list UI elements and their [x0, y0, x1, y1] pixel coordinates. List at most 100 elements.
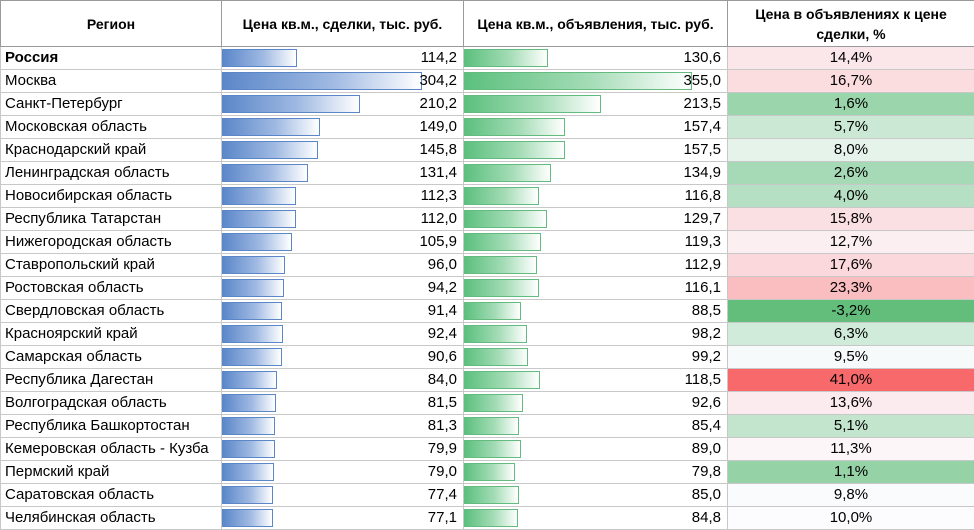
cell-ratio[interactable]: 41,0% — [728, 369, 974, 392]
ads-data-bar — [464, 348, 528, 366]
cell-region[interactable]: Республика Башкортостан — [1, 415, 222, 438]
cell-ratio[interactable]: 17,6% — [728, 254, 974, 277]
cell-deal-price[interactable]: 96,0 — [222, 254, 464, 277]
cell-region[interactable]: Ростовская область — [1, 277, 222, 300]
ads-data-bar — [464, 463, 515, 481]
cell-region[interactable]: Волгоградская область — [1, 392, 222, 415]
cell-region[interactable]: Самарская область — [1, 346, 222, 369]
cell-ratio[interactable]: 6,3% — [728, 323, 974, 346]
cell-ratio[interactable]: 8,0% — [728, 139, 974, 162]
cell-deal-price[interactable]: 81,3 — [222, 415, 464, 438]
deal-data-bar — [222, 118, 320, 136]
cell-ratio[interactable]: 16,7% — [728, 70, 974, 93]
cell-region[interactable]: Саратовская область — [1, 484, 222, 507]
cell-deal-price[interactable]: 90,6 — [222, 346, 464, 369]
cell-ads-price[interactable]: 129,7 — [464, 208, 728, 231]
cell-ratio[interactable]: 10,0% — [728, 507, 974, 530]
cell-ads-price[interactable]: 134,9 — [464, 162, 728, 185]
cell-region[interactable]: Красноярский край — [1, 323, 222, 346]
cell-ads-price[interactable]: 213,5 — [464, 93, 728, 116]
cell-deal-price[interactable]: 84,0 — [222, 369, 464, 392]
cell-ads-price[interactable]: 118,5 — [464, 369, 728, 392]
cell-ads-price[interactable]: 157,4 — [464, 116, 728, 139]
cell-ads-price[interactable]: 92,6 — [464, 392, 728, 415]
cell-region[interactable]: Кемеровская область - Кузба — [1, 438, 222, 461]
cell-ratio[interactable]: 2,6% — [728, 162, 974, 185]
cell-ratio[interactable]: 13,6% — [728, 392, 974, 415]
cell-ads-price[interactable]: 157,5 — [464, 139, 728, 162]
cell-ads-price[interactable]: 112,9 — [464, 254, 728, 277]
cell-region[interactable]: Москва — [1, 70, 222, 93]
cell-ratio[interactable]: 9,8% — [728, 484, 974, 507]
cell-deal-price[interactable]: 145,8 — [222, 139, 464, 162]
cell-region[interactable]: Нижегородская область — [1, 231, 222, 254]
cell-ads-price[interactable]: 98,2 — [464, 323, 728, 346]
ads-price-value: 89,0 — [692, 438, 721, 460]
cell-ratio[interactable]: 11,3% — [728, 438, 974, 461]
cell-deal-price[interactable]: 91,4 — [222, 300, 464, 323]
cell-ratio[interactable]: 23,3% — [728, 277, 974, 300]
cell-ads-price[interactable]: 119,3 — [464, 231, 728, 254]
cell-deal-price[interactable]: 92,4 — [222, 323, 464, 346]
cell-ads-price[interactable]: 89,0 — [464, 438, 728, 461]
header-ads-price[interactable]: Цена кв.м., объявления, тыс. руб. — [464, 1, 728, 47]
cell-deal-price[interactable]: 77,1 — [222, 507, 464, 530]
cell-ratio[interactable]: 1,1% — [728, 461, 974, 484]
cell-region[interactable]: Россия — [1, 47, 222, 70]
cell-deal-price[interactable]: 81,5 — [222, 392, 464, 415]
cell-ads-price[interactable]: 130,6 — [464, 47, 728, 70]
cell-ads-price[interactable]: 85,4 — [464, 415, 728, 438]
cell-region[interactable]: Краснодарский край — [1, 139, 222, 162]
cell-region[interactable]: Санкт-Петербург — [1, 93, 222, 116]
ads-price-value: 157,4 — [683, 116, 721, 138]
cell-deal-price[interactable]: 112,3 — [222, 185, 464, 208]
cell-ratio[interactable]: 12,7% — [728, 231, 974, 254]
cell-ratio[interactable]: 1,6% — [728, 93, 974, 116]
cell-region[interactable]: Ставропольский край — [1, 254, 222, 277]
cell-region[interactable]: Челябинская область — [1, 507, 222, 530]
cell-region[interactable]: Новосибирская область — [1, 185, 222, 208]
header-region[interactable]: Регион — [1, 1, 222, 47]
cell-deal-price[interactable]: 94,2 — [222, 277, 464, 300]
cell-region[interactable]: Пермский край — [1, 461, 222, 484]
cell-deal-price[interactable]: 77,4 — [222, 484, 464, 507]
ads-data-bar — [464, 417, 519, 435]
cell-ads-price[interactable]: 84,8 — [464, 507, 728, 530]
ads-price-value: 157,5 — [683, 139, 721, 161]
deal-data-bar — [222, 486, 273, 504]
cell-deal-price[interactable]: 105,9 — [222, 231, 464, 254]
cell-region[interactable]: Свердловская область — [1, 300, 222, 323]
cell-ratio[interactable]: -3,2% — [728, 300, 974, 323]
deal-data-bar — [222, 72, 422, 90]
cell-ratio[interactable]: 9,5% — [728, 346, 974, 369]
cell-deal-price[interactable]: 79,9 — [222, 438, 464, 461]
cell-region[interactable]: Ленинградская область — [1, 162, 222, 185]
cell-region[interactable]: Республика Дагестан — [1, 369, 222, 392]
cell-ads-price[interactable]: 99,2 — [464, 346, 728, 369]
cell-deal-price[interactable]: 114,2 — [222, 47, 464, 70]
cell-ads-price[interactable]: 88,5 — [464, 300, 728, 323]
cell-ratio[interactable]: 4,0% — [728, 185, 974, 208]
cell-ratio[interactable]: 14,4% — [728, 47, 974, 70]
cell-ratio[interactable]: 5,1% — [728, 415, 974, 438]
header-ratio[interactable]: Цена в объявлениях к цене сделки, % — [728, 1, 974, 47]
cell-deal-price[interactable]: 210,2 — [222, 93, 464, 116]
cell-ads-price[interactable]: 79,8 — [464, 461, 728, 484]
cell-deal-price[interactable]: 112,0 — [222, 208, 464, 231]
cell-region[interactable]: Республика Татарстан — [1, 208, 222, 231]
header-deal-price[interactable]: Цена кв.м., сделки, тыс. руб. — [222, 1, 464, 47]
table-header: Регион Цена кв.м., сделки, тыс. руб. Цен… — [1, 1, 974, 47]
cell-ratio[interactable]: 15,8% — [728, 208, 974, 231]
cell-ads-price[interactable]: 355,0 — [464, 70, 728, 93]
cell-region[interactable]: Московская область — [1, 116, 222, 139]
cell-deal-price[interactable]: 79,0 — [222, 461, 464, 484]
cell-ads-price[interactable]: 85,0 — [464, 484, 728, 507]
cell-deal-price[interactable]: 149,0 — [222, 116, 464, 139]
cell-ratio[interactable]: 5,7% — [728, 116, 974, 139]
cell-deal-price[interactable]: 131,4 — [222, 162, 464, 185]
cell-ads-price[interactable]: 116,8 — [464, 185, 728, 208]
cell-deal-price[interactable]: 304,2 — [222, 70, 464, 93]
cell-ads-price[interactable]: 116,1 — [464, 277, 728, 300]
